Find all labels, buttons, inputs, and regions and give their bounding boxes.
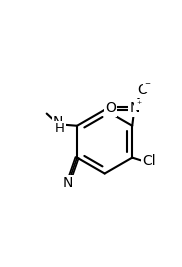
Text: O: O — [138, 83, 149, 97]
Text: $^+$: $^+$ — [135, 100, 143, 109]
Text: N: N — [63, 176, 73, 190]
Text: $^{-}$: $^{-}$ — [144, 81, 151, 91]
Text: N: N — [129, 101, 140, 115]
Text: H: H — [55, 122, 65, 135]
Text: Cl: Cl — [142, 154, 156, 167]
Text: O: O — [106, 101, 116, 115]
Text: N: N — [53, 116, 63, 129]
